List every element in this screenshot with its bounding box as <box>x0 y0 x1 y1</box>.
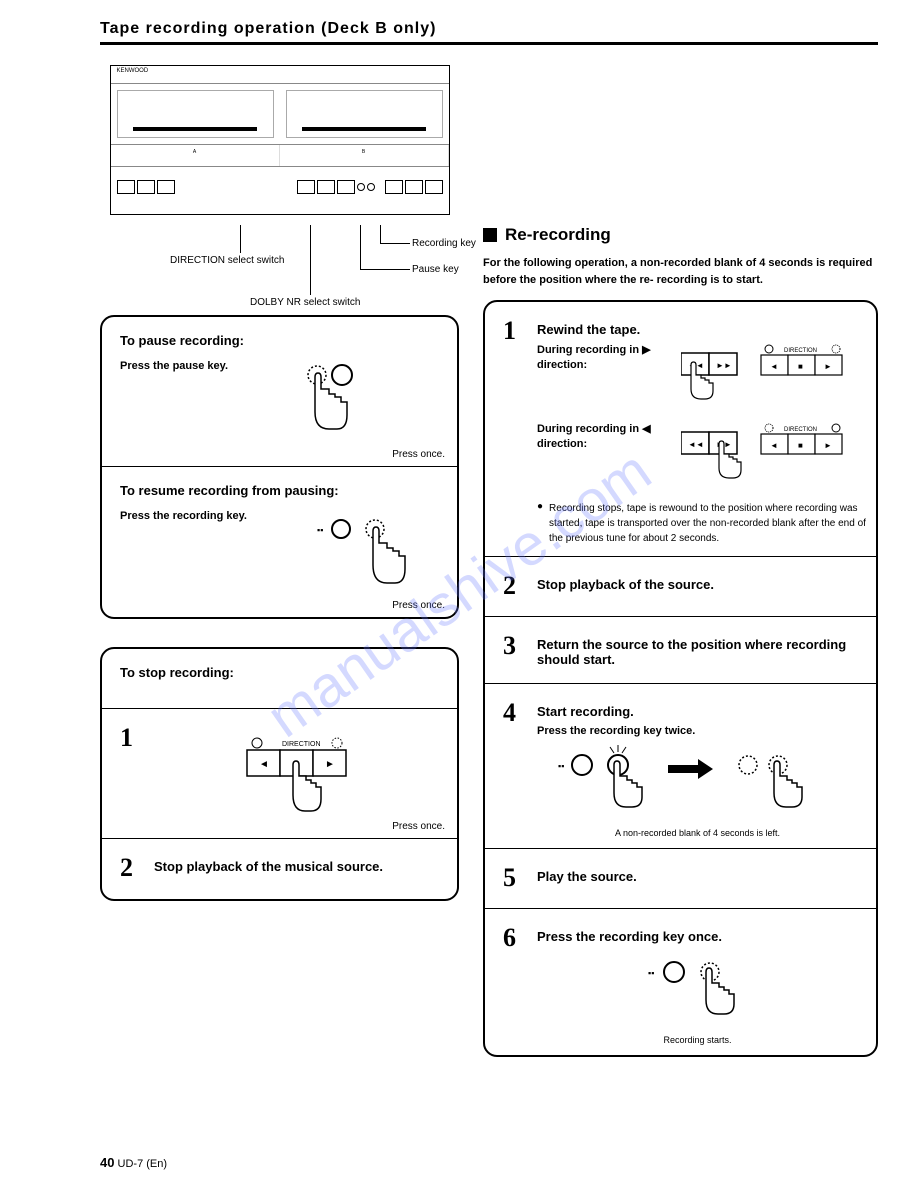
svg-text:►: ► <box>824 362 832 371</box>
control-button <box>425 180 443 194</box>
callout-pause: Pause key <box>412 264 459 275</box>
pause-caption: Press once. <box>392 449 445 460</box>
control-button <box>137 180 155 194</box>
step1-title: Rewind the tape. <box>537 322 871 337</box>
step1-caption: Press once. <box>392 821 445 832</box>
svg-text:DIRECTION: DIRECTION <box>784 427 817 433</box>
step6-caption: Recording starts. <box>537 1035 858 1045</box>
callout-direction: DIRECTION select switch <box>170 255 284 266</box>
stop-title: To stop recording: <box>120 665 439 680</box>
step2-text: Stop playback of the musical source. <box>154 859 439 874</box>
rewind-buttons-icon: ◄◄ ►► DIRECTION ◄ <box>681 422 871 487</box>
svg-text:►: ► <box>325 759 335 770</box>
deck-b-door <box>286 90 443 138</box>
control-button <box>405 180 423 194</box>
resume-title: To resume recording from pausing: <box>120 483 439 498</box>
step-number: 5 <box>503 865 527 891</box>
step-number: 4 <box>503 700 527 726</box>
direction-buttons-icon: DIRECTION ◄ ■ ► <box>154 735 439 820</box>
step5-title: Play the source. <box>537 869 858 884</box>
rerecording-box: 1 Rewind the tape. During recording in ▶… <box>483 300 878 1057</box>
control-button <box>157 180 175 194</box>
pause-title: To pause recording: <box>120 333 439 348</box>
deck-b-label: B <box>362 149 365 155</box>
control-button <box>117 180 135 194</box>
device-diagram: KENWOOD A B <box>110 65 450 215</box>
model-label: UD-7 (En) <box>118 1158 168 1170</box>
rerecording-intro: For the following operation, a non-recor… <box>483 255 878 288</box>
hand-press-icon: ▪▪ <box>317 513 417 608</box>
press-once-icon: ▪▪ <box>537 952 858 1027</box>
svg-text:▪▪: ▪▪ <box>648 968 654 978</box>
deck-a-door <box>117 90 274 138</box>
rewind-buttons-icon: ◄◄ ►► DIRECTION ◄ <box>681 343 871 408</box>
resume-caption: Press once. <box>392 600 445 611</box>
page-title: Tape recording operation (Deck B only) <box>100 20 878 45</box>
heading-bullet-icon <box>483 228 497 242</box>
step6-title: Press the recording key once. <box>537 929 858 944</box>
hand-press-icon <box>287 357 377 452</box>
step-number: 1 <box>503 318 527 344</box>
brand-label: KENWOOD <box>117 68 149 74</box>
page-footer: 40 UD-7 (En) <box>100 1155 167 1170</box>
step4-body: Press the recording key twice. <box>537 725 858 737</box>
step-number: 6 <box>503 925 527 951</box>
step4-caption: A non-recorded blank of 4 seconds is lef… <box>537 828 858 838</box>
deck-a-label: A <box>193 149 196 155</box>
pause-body: Press the pause key. <box>120 360 439 372</box>
svg-text:►►: ►► <box>716 361 732 370</box>
svg-text:DIRECTION: DIRECTION <box>282 741 321 748</box>
step3-title: Return the source to the position where … <box>537 637 858 667</box>
callout-region: DIRECTION select switch Recording key Pa… <box>100 225 459 315</box>
step1-row1-label: During recording in ▶ direction: <box>537 343 667 374</box>
svg-text:◄: ◄ <box>259 759 269 770</box>
press-twice-icon: ▪▪ <box>537 745 858 820</box>
step-number: 2 <box>503 573 527 599</box>
svg-text:◄: ◄ <box>770 362 778 371</box>
control-button <box>297 180 315 194</box>
control-knob <box>357 183 365 191</box>
bullet-icon: ● <box>537 501 543 546</box>
svg-text:▪▪: ▪▪ <box>317 525 323 535</box>
stop-recording-box: To stop recording: 1 DIRECTION <box>100 647 459 901</box>
svg-text:▪▪: ▪▪ <box>558 761 564 771</box>
control-knob <box>367 183 375 191</box>
step2-title: Stop playback of the source. <box>537 577 858 592</box>
svg-text:►: ► <box>824 441 832 450</box>
control-button <box>317 180 335 194</box>
step4-title: Start recording. <box>537 704 858 719</box>
step-number: 1 <box>120 725 144 751</box>
control-button <box>337 180 355 194</box>
step-number: 2 <box>120 855 144 881</box>
rerecording-heading: Re-recording <box>505 225 611 245</box>
control-button <box>385 180 403 194</box>
svg-text:■: ■ <box>798 441 803 450</box>
svg-text:◄◄: ◄◄ <box>688 440 704 449</box>
callout-dolby: DOLBY NR select switch <box>250 297 360 308</box>
svg-text:DIRECTION: DIRECTION <box>784 348 817 354</box>
page-number: 40 <box>100 1155 114 1170</box>
pause-resume-box: To pause recording: Press the pause key.… <box>100 315 459 619</box>
svg-text:◄: ◄ <box>770 441 778 450</box>
svg-text:■: ■ <box>798 362 803 371</box>
callout-recording: Recording key <box>412 238 476 249</box>
step-number: 3 <box>503 633 527 659</box>
step1-note: Recording stops, tape is rewound to the … <box>549 501 871 546</box>
step1-row2-label: During recording in ◀ direction: <box>537 422 667 453</box>
